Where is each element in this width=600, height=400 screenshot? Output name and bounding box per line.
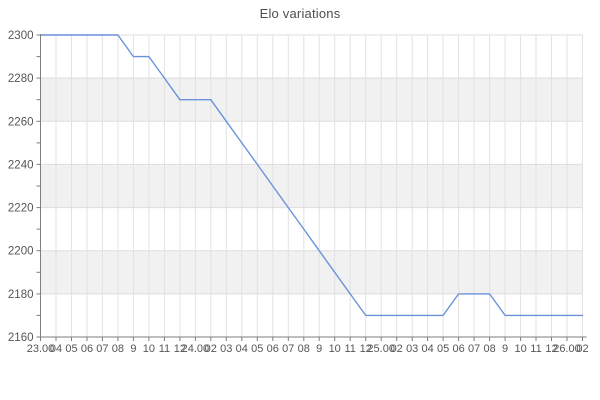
x-tick-label: 24.00 bbox=[182, 343, 210, 355]
x-tick-label: 05 bbox=[437, 343, 449, 355]
x-tick-label: 02 bbox=[205, 343, 217, 355]
x-tick-label: 06 bbox=[81, 343, 93, 355]
background-band bbox=[40, 164, 583, 208]
background-band bbox=[40, 78, 583, 122]
x-tick-label: 08 bbox=[298, 343, 310, 355]
x-tick-label: 9 bbox=[316, 343, 322, 355]
x-tick-label: 12 bbox=[545, 343, 557, 355]
x-tick-label: 11 bbox=[530, 343, 541, 355]
y-tick-label: 2260 bbox=[8, 116, 34, 128]
x-tick-label: 07 bbox=[96, 343, 108, 355]
x-tick-label: 02 bbox=[576, 343, 588, 355]
x-tick-label: 07 bbox=[282, 343, 294, 355]
x-tick-label: 10 bbox=[143, 343, 155, 355]
x-tick-label: 10 bbox=[329, 343, 341, 355]
x-tick-label: 04 bbox=[50, 343, 62, 355]
y-tick-label: 2280 bbox=[8, 73, 34, 85]
x-tick-label: 04 bbox=[421, 343, 433, 355]
x-tick-label: 12 bbox=[174, 343, 186, 355]
y-tick-label: 2300 bbox=[8, 30, 34, 42]
x-tick-label: 25.00 bbox=[367, 343, 395, 355]
x-tick-label: 02 bbox=[391, 343, 403, 355]
y-tick-label: 2180 bbox=[8, 289, 34, 301]
x-tick-label: 06 bbox=[452, 343, 464, 355]
y-tick-label: 2160 bbox=[8, 332, 34, 344]
y-tick-label: 2240 bbox=[8, 159, 34, 171]
x-tick-label: 06 bbox=[267, 343, 279, 355]
x-tick-label: 23.00 bbox=[27, 343, 55, 355]
x-tick-label: 10 bbox=[514, 343, 526, 355]
x-tick-label: 05 bbox=[65, 343, 77, 355]
x-tick-label: 9 bbox=[502, 343, 508, 355]
x-tick-label: 26.00 bbox=[553, 343, 581, 355]
x-tick-label: 12 bbox=[360, 343, 372, 355]
x-tick-label: 9 bbox=[130, 343, 136, 355]
background-band bbox=[40, 250, 583, 294]
chart-title: Elo variations bbox=[259, 6, 341, 21]
x-tick-label: 11 bbox=[159, 343, 170, 355]
x-tick-label: 04 bbox=[236, 343, 248, 355]
x-tick-label: 07 bbox=[468, 343, 480, 355]
elo-line-series bbox=[39, 34, 584, 317]
x-tick-label: 03 bbox=[406, 343, 418, 355]
y-tick-label: 2200 bbox=[8, 246, 34, 258]
x-tick-label: 11 bbox=[344, 343, 355, 355]
x-tick-label: 08 bbox=[483, 343, 495, 355]
x-tick-label: 05 bbox=[251, 343, 263, 355]
x-tick-label: 08 bbox=[112, 343, 124, 355]
x-tick-label: 03 bbox=[220, 343, 232, 355]
y-tick-label: 2220 bbox=[8, 203, 34, 215]
